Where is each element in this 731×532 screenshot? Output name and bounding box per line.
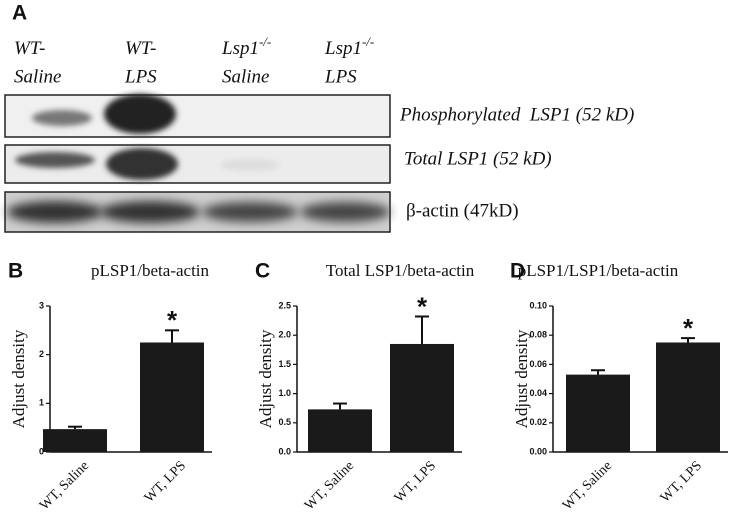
panel-label: B xyxy=(8,260,23,283)
lane-label: WT- xyxy=(14,38,45,59)
y-tick-label: 1 xyxy=(39,398,44,408)
x-tick-label: WT, LPS xyxy=(392,458,439,505)
panel-label: C xyxy=(255,260,270,283)
superscript: -/- xyxy=(259,34,271,49)
genotype: Lsp1 xyxy=(221,38,259,59)
y-tick-label: 0.06 xyxy=(529,359,547,369)
y-tick-label: 2.5 xyxy=(278,300,291,310)
x-tick-label: WT, LPS xyxy=(142,458,189,505)
blot-actin xyxy=(4,191,391,233)
lane-label: Lsp1-/- xyxy=(324,34,374,59)
lane-label: LPS xyxy=(324,66,357,87)
lane-label: WT- xyxy=(125,38,156,59)
bar xyxy=(140,342,204,452)
genotype: WT- xyxy=(125,38,156,59)
chart-title: pLSP1/beta-actin xyxy=(91,261,210,280)
lane-label: Saline xyxy=(14,66,62,87)
bar xyxy=(566,374,630,452)
y-axis-label: Adjust density xyxy=(256,329,275,428)
y-tick-label: 0.02 xyxy=(529,417,547,427)
significance-mark: * xyxy=(417,291,428,321)
y-tick-label: 0.5 xyxy=(278,417,291,427)
band-label: Total LSP1 (52 kD) xyxy=(404,148,552,169)
y-tick-label: 2 xyxy=(39,349,44,359)
genotype: WT- xyxy=(14,38,45,59)
y-tick-label: 0.00 xyxy=(529,446,547,456)
y-tick-label: 1.5 xyxy=(278,359,291,369)
genotype: Lsp1 xyxy=(324,38,362,59)
bar xyxy=(308,409,372,452)
band-label: β-actin (47kD) xyxy=(406,200,519,221)
chart-title: Total LSP1/beta-actin xyxy=(326,261,475,280)
chart-title: pLSP1/LSP1/beta-actin xyxy=(518,261,679,280)
y-tick-label: 0 xyxy=(39,446,44,456)
panel-label: A xyxy=(12,2,27,25)
y-tick-label: 0.0 xyxy=(278,446,291,456)
y-axis-label: Adjust density xyxy=(9,329,28,428)
panel-label: D xyxy=(510,260,525,283)
band-label: Phosphorylated LSP1 (52 kD) xyxy=(399,104,634,125)
lane-label: Saline xyxy=(222,66,270,87)
x-tick-label: WT, Saline xyxy=(560,458,615,513)
x-tick-label: WT, Saline xyxy=(302,458,357,513)
superscript: -/- xyxy=(362,34,374,49)
y-tick-label: 1.0 xyxy=(278,388,291,398)
y-tick-label: 3 xyxy=(39,300,44,310)
y-tick-label: 2.0 xyxy=(278,330,291,340)
x-tick-label: WT, LPS xyxy=(658,458,705,505)
blot-p xyxy=(4,94,391,138)
y-tick-label: 0.04 xyxy=(529,388,547,398)
lane-label: LPS xyxy=(124,66,157,87)
significance-mark: * xyxy=(683,313,694,343)
bar xyxy=(43,429,107,452)
y-axis-label: Adjust density xyxy=(512,329,531,428)
y-tick-label: 0.10 xyxy=(529,300,547,310)
lane-label: Lsp1-/- xyxy=(221,34,271,59)
y-tick-label: 0.08 xyxy=(529,330,547,340)
significance-mark: * xyxy=(167,305,178,335)
bar xyxy=(656,342,720,452)
bar xyxy=(390,343,454,452)
x-tick-label: WT, Saline xyxy=(37,458,92,513)
blot-total xyxy=(4,144,391,184)
